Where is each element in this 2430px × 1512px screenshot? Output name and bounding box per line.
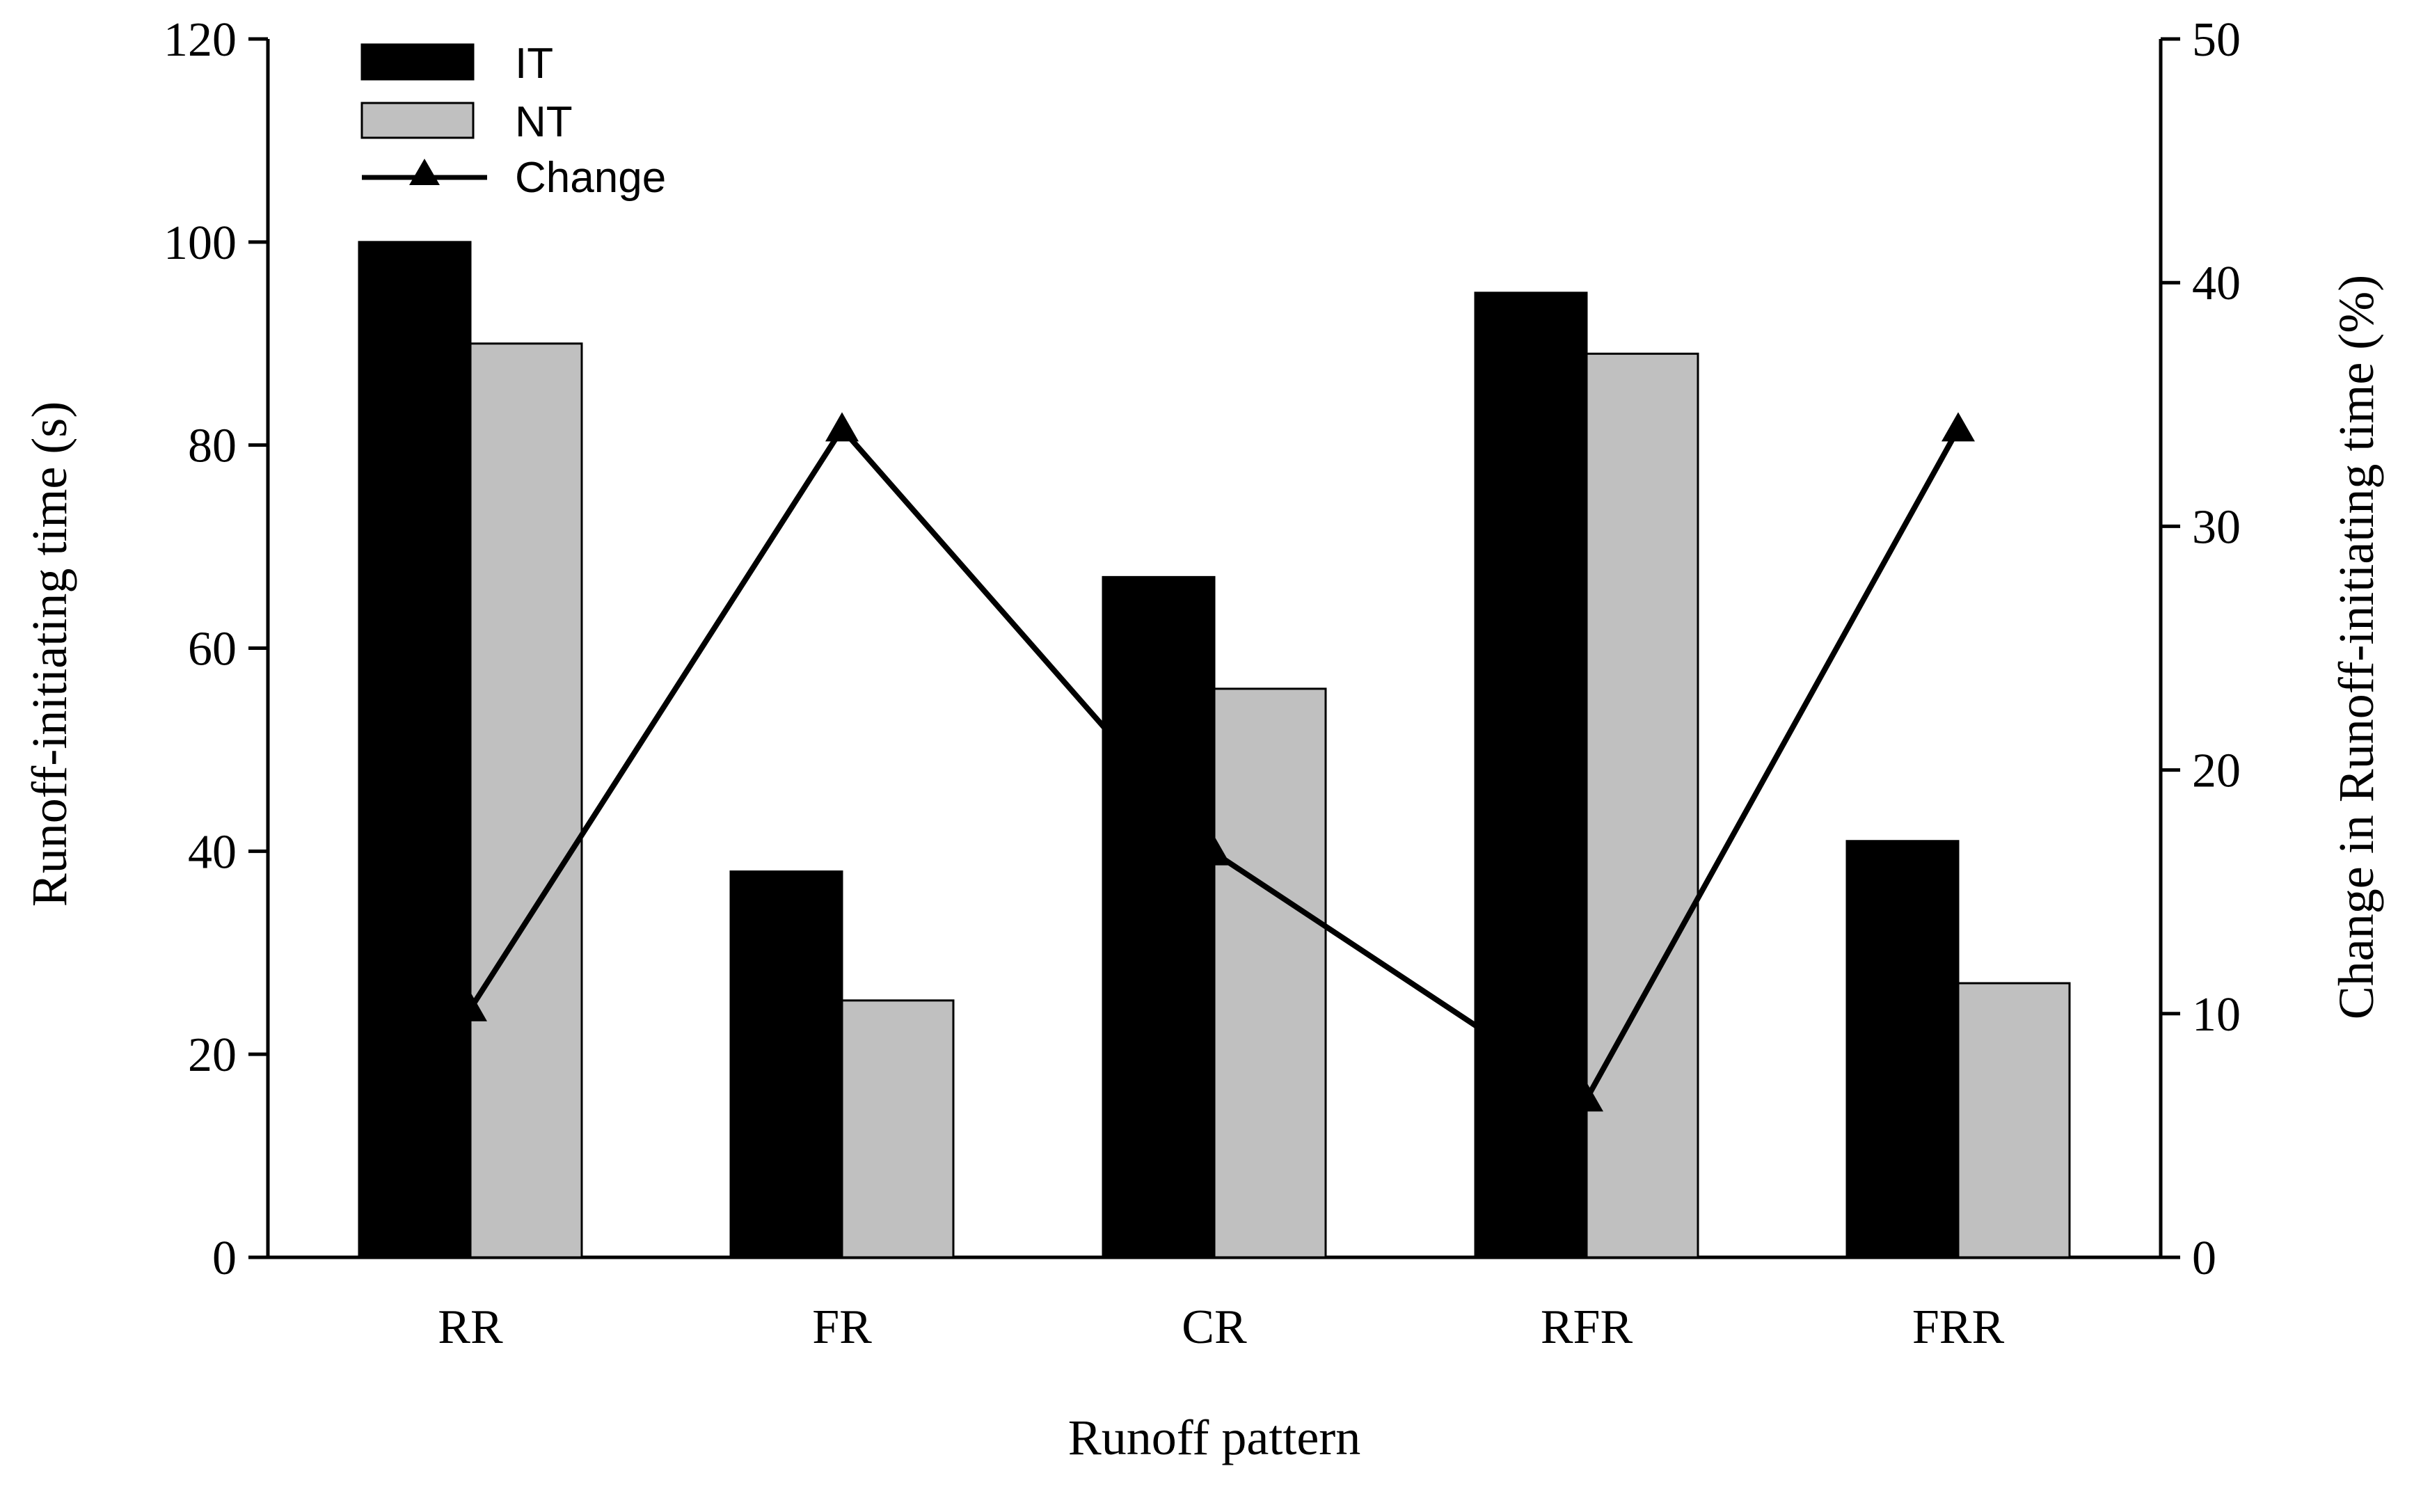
change-marker-rfr bbox=[1570, 1082, 1603, 1112]
category-label-frr: FRR bbox=[1912, 1300, 2005, 1354]
change-marker-rr bbox=[454, 992, 487, 1021]
right-tick-label: 20 bbox=[2192, 745, 2241, 798]
left-tick-label: 120 bbox=[164, 13, 237, 67]
legend: IT NT Change bbox=[360, 40, 666, 202]
right-tick-label: 30 bbox=[2192, 500, 2241, 554]
legend-swatch-nt bbox=[360, 102, 475, 139]
change-marker-frr bbox=[1941, 412, 1975, 442]
change-marker-fr bbox=[825, 412, 859, 442]
bar-nt-rr bbox=[469, 342, 583, 1259]
left-tick-label: 80 bbox=[188, 420, 237, 473]
bar-nt-rfr bbox=[1585, 352, 1699, 1259]
legend-label-nt: NT bbox=[515, 98, 573, 146]
category-labels: RR FR CR RFR FRR bbox=[438, 1300, 2004, 1354]
legend-swatch-it bbox=[360, 43, 475, 81]
legend-swatch-change-marker bbox=[409, 159, 440, 185]
bar-it-rr bbox=[358, 241, 472, 1259]
left-tick-label: 100 bbox=[164, 216, 237, 270]
x-axis-title: Runoff pattern bbox=[1068, 1410, 1361, 1465]
y-axis-title: Runoff-initiating time (s) bbox=[22, 401, 77, 907]
right-y-ticks: 0 10 20 30 40 50 bbox=[2161, 13, 2241, 1285]
y2-axis-title: Change in Runoff-initiating time (%) bbox=[2328, 275, 2384, 1019]
bars bbox=[358, 241, 2071, 1259]
bar-it-rfr bbox=[1474, 292, 1588, 1259]
left-tick-label: 20 bbox=[188, 1028, 237, 1082]
left-tick-label: 0 bbox=[212, 1232, 237, 1285]
right-tick-label: 10 bbox=[2192, 988, 2241, 1042]
change-marker-cr bbox=[1198, 836, 1231, 866]
left-tick-label: 40 bbox=[188, 825, 237, 879]
legend-label-it: IT bbox=[515, 40, 553, 88]
bar-nt-frr bbox=[1957, 982, 2071, 1259]
legend-label-change: Change bbox=[515, 154, 666, 202]
bar-nt-cr bbox=[1213, 687, 1327, 1259]
category-label-cr: CR bbox=[1182, 1300, 1247, 1354]
left-y-ticks: 0 20 40 60 80 100 120 bbox=[164, 13, 268, 1285]
change-line-layer bbox=[454, 412, 1975, 1112]
right-tick-label: 40 bbox=[2192, 257, 2241, 310]
bar-nt-fr bbox=[841, 999, 955, 1259]
right-tick-label: 50 bbox=[2192, 13, 2241, 67]
right-tick-label: 0 bbox=[2192, 1232, 2216, 1285]
left-tick-label: 60 bbox=[188, 623, 237, 676]
category-label-rr: RR bbox=[438, 1300, 503, 1354]
category-label-fr: FR bbox=[812, 1300, 872, 1354]
category-label-rfr: RFR bbox=[1541, 1300, 1633, 1354]
bar-it-fr bbox=[729, 870, 843, 1259]
bar-it-frr bbox=[1845, 840, 1960, 1259]
bar-it-cr bbox=[1102, 575, 1216, 1259]
